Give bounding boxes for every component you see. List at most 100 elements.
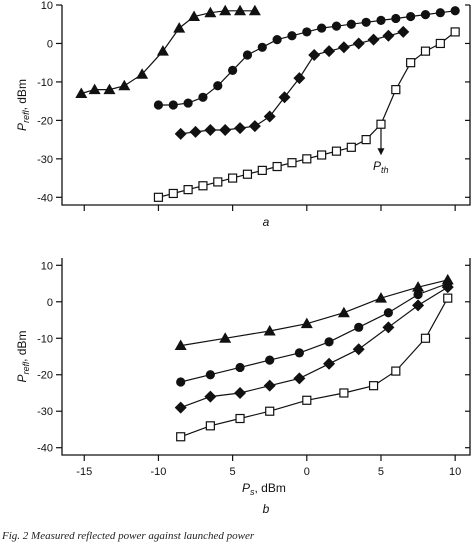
square-marker [235,413,245,424]
circle-marker [346,19,356,29]
y-tick-label: -30 [37,154,53,166]
diamond-marker [441,281,454,294]
y-axis-title: Prefl, dBm [15,79,31,131]
square-marker [183,185,193,195]
y-tick-label: 0 [47,297,53,309]
square-marker [391,366,401,376]
square-marker [376,119,386,129]
square-marker [153,192,164,202]
triangle-marker [412,281,425,292]
diamond-marker [308,49,321,61]
circle-marker [331,21,342,31]
circle-marker [317,23,327,33]
circle-marker [242,50,253,60]
triangle-marker [103,83,116,95]
y-axis-title: Prefl, dBm [15,331,31,383]
triangle-marker [174,339,187,351]
circle-marker [376,15,386,25]
diamond-marker [367,33,380,46]
series-line [180,282,448,383]
square-marker [198,181,208,191]
diamond-marker [263,379,276,392]
diamond-marker [293,72,306,85]
panel-a-chart: -40 -30 -20 -10 0 10 Prefl, dBm Pth a [15,0,471,229]
series-square [176,293,453,442]
y-tick-label: -20 [37,115,53,127]
square-marker [420,333,431,343]
series-line [180,279,448,347]
square-marker [257,165,267,175]
square-marker [346,142,356,152]
square-marker [176,432,186,442]
diamond-marker [337,41,350,54]
series-triangle [174,273,454,351]
circle-marker [302,27,312,37]
figure-caption: Fig. 2 Measured reflected power against … [2,530,255,542]
square-marker [361,135,371,145]
diamond-marker [189,125,202,138]
triangle-marker [75,87,88,98]
circle-marker [391,13,401,24]
y-tick-label: 10 [41,0,53,12]
triangle-marker [136,68,149,79]
square-marker [339,388,349,398]
triangle-marker [88,83,101,95]
square-marker [265,406,275,416]
circle-marker [272,35,282,45]
diamond-marker [293,372,306,385]
diamond-marker [263,110,276,123]
triangle-marker [204,6,217,18]
diamond-marker [382,29,395,42]
x-tick-label: 0 [304,466,310,478]
square-marker [213,177,223,187]
square-marker [205,421,215,431]
triangle-marker [234,4,247,16]
diamond-marker [248,120,261,133]
y-tick-label: -40 [37,443,53,455]
square-marker [450,27,460,37]
diamond-marker [397,25,410,38]
circle-marker [153,100,164,110]
series-line [180,286,449,409]
circle-marker [406,11,416,22]
square-marker [391,85,401,95]
diamond-marker [234,386,247,399]
circle-marker [420,10,431,20]
square-marker [242,169,253,179]
square-marker [435,38,445,49]
x-tick-label: -10 [150,466,166,478]
diamond-marker [219,124,232,136]
circle-marker [287,31,297,41]
square-marker [317,150,327,160]
circle-marker [228,65,238,75]
circle-marker [354,322,364,332]
plot-frame [61,5,471,206]
triangle-marker [248,4,261,16]
square-marker [420,46,431,56]
triangle-marker [188,10,201,22]
plot-frame [61,258,471,456]
circle-marker [183,98,193,108]
series-line [180,297,449,438]
circle-marker [176,377,186,387]
triangle-marker [337,306,350,318]
series-line [158,10,456,106]
circle-marker [265,355,275,365]
circle-marker [213,81,223,91]
triangle-marker [374,292,387,303]
triangle-marker [263,324,276,336]
square-marker [368,381,379,391]
diamond-marker [204,124,217,136]
circle-marker [257,42,267,52]
circle-marker [198,92,208,102]
panel-letter: b [263,502,270,516]
diamond-marker [382,321,395,334]
triangle-marker [173,22,186,33]
circle-marker [324,337,334,347]
diamond-marker [352,37,365,50]
series-line [158,31,456,198]
series-diamond [174,281,454,414]
series-triangle [75,4,261,98]
series-square [153,27,460,202]
